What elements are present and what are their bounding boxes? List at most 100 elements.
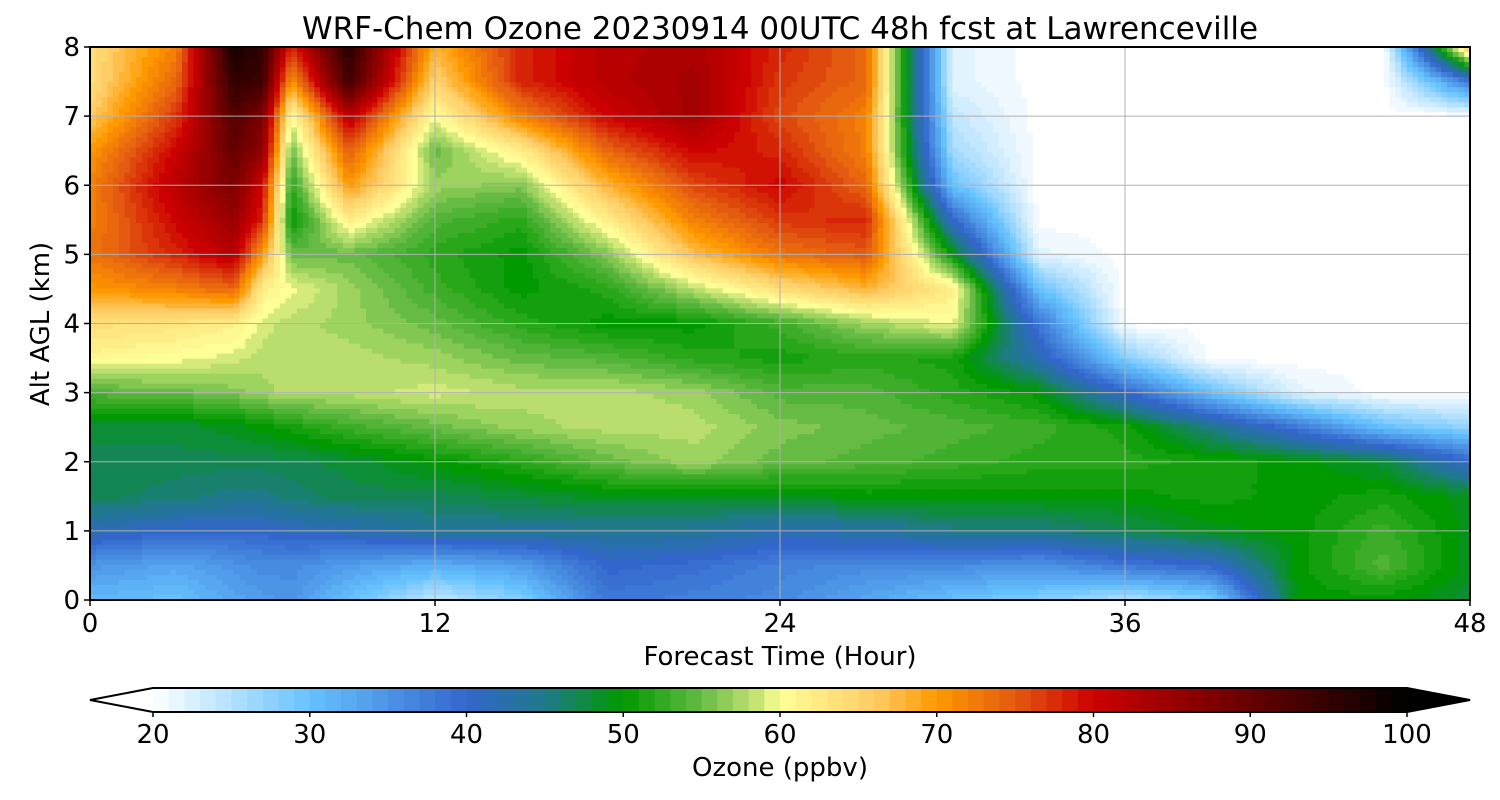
heatmap-cell [424, 62, 430, 68]
heatmap-cell [567, 72, 573, 78]
heatmap-cell [878, 67, 884, 73]
heatmap-cell [251, 82, 257, 88]
heatmap-cell [1223, 57, 1229, 63]
heatmap-cell [953, 67, 959, 73]
heatmap-cell [1234, 52, 1240, 58]
heatmap-cell [1137, 72, 1143, 78]
heatmap-cell [395, 62, 401, 68]
heatmap-cell [544, 57, 550, 63]
heatmap-cell [320, 62, 326, 68]
heatmap-cell [1211, 72, 1217, 78]
heatmap-cell [527, 52, 533, 58]
heatmap-cell [199, 82, 205, 88]
heatmap-cell [182, 57, 188, 63]
heatmap-cell [895, 62, 901, 68]
heatmap-cell [199, 77, 205, 83]
heatmap-cell [96, 52, 102, 58]
heatmap-cell [1004, 77, 1010, 83]
heatmap-cell [337, 67, 343, 73]
heatmap-cell [1004, 57, 1010, 63]
heatmap-cell [803, 72, 809, 78]
heatmap-cell [1453, 77, 1459, 83]
heatmap-cell [1079, 62, 1085, 68]
heatmap-cell [240, 62, 246, 68]
heatmap-cell [268, 52, 274, 58]
heatmap-cell [884, 67, 890, 73]
heatmap-cell [412, 72, 418, 78]
heatmap-cell [659, 52, 665, 58]
heatmap-cell [372, 67, 378, 73]
heatmap-cell [820, 62, 826, 68]
heatmap-cell [820, 57, 826, 63]
heatmap-cell [493, 57, 499, 63]
heatmap-cell [1137, 62, 1143, 68]
heatmap-cell [1407, 67, 1413, 73]
heatmap-cell [1367, 72, 1373, 78]
heatmap-cell [251, 62, 257, 68]
heatmap-cell [677, 52, 683, 58]
heatmap-cell [728, 67, 734, 73]
heatmap-cell [803, 52, 809, 58]
heatmap-cell [556, 57, 562, 63]
heatmap-cell [1298, 57, 1304, 63]
heatmap-cell [763, 57, 769, 63]
heatmap-cell [1108, 62, 1114, 68]
heatmap-cell [866, 52, 872, 58]
heatmap-cell [763, 67, 769, 73]
heatmap-cell [113, 57, 119, 63]
heatmap-cell [205, 57, 211, 63]
heatmap-cell [550, 82, 556, 88]
heatmap-cell [717, 67, 723, 73]
heatmap-cell [1269, 57, 1275, 63]
heatmap-cell [958, 52, 964, 58]
heatmap-cell [527, 57, 533, 63]
heatmap-cell [1039, 62, 1045, 68]
heatmap-cell [211, 77, 217, 83]
heatmap-cell [826, 77, 832, 83]
heatmap-cell [1079, 57, 1085, 63]
heatmap-cell [412, 57, 418, 63]
heatmap-cell [567, 52, 573, 58]
heatmap-cell [539, 82, 545, 88]
heatmap-cell [912, 72, 918, 78]
heatmap-cell [475, 62, 481, 68]
heatmap-cell [1303, 52, 1309, 58]
heatmap-cell [792, 52, 798, 58]
heatmap-cell [573, 57, 579, 63]
heatmap-cell [1039, 52, 1045, 58]
heatmap-cell [935, 52, 941, 58]
heatmap-cell [981, 67, 987, 73]
heatmap-cell [579, 82, 585, 88]
heatmap-cell [521, 57, 527, 63]
heatmap-cell [1160, 52, 1166, 58]
heatmap-cell [872, 52, 878, 58]
heatmap-cell [412, 52, 418, 58]
heatmap-cell [976, 52, 982, 58]
heatmap-cell [119, 62, 125, 68]
heatmap-cell [625, 57, 631, 63]
heatmap-cell [1269, 77, 1275, 83]
heatmap-cell [648, 57, 654, 63]
heatmap-cell [498, 57, 504, 63]
heatmap-cell [1085, 77, 1091, 83]
heatmap-cell [1257, 67, 1263, 73]
heatmap-cell [1275, 67, 1281, 73]
heatmap-cell [234, 52, 240, 58]
heatmap-cell [608, 62, 614, 68]
heatmap-cell [389, 67, 395, 73]
heatmap-cell [498, 52, 504, 58]
heatmap-cell [142, 72, 148, 78]
heatmap-cell [746, 67, 752, 73]
heatmap-cell [280, 82, 286, 88]
heatmap-cell [803, 67, 809, 73]
heatmap-cell [958, 62, 964, 68]
heatmap-cell [1424, 77, 1430, 83]
heatmap-cell [832, 72, 838, 78]
heatmap-cell [1091, 67, 1097, 73]
heatmap-cell [1022, 57, 1028, 63]
heatmap-cell [1292, 67, 1298, 73]
heatmap-cell [199, 67, 205, 73]
heatmap-cell [286, 57, 292, 63]
heatmap-cell [1085, 62, 1091, 68]
heatmap-cell [677, 62, 683, 68]
